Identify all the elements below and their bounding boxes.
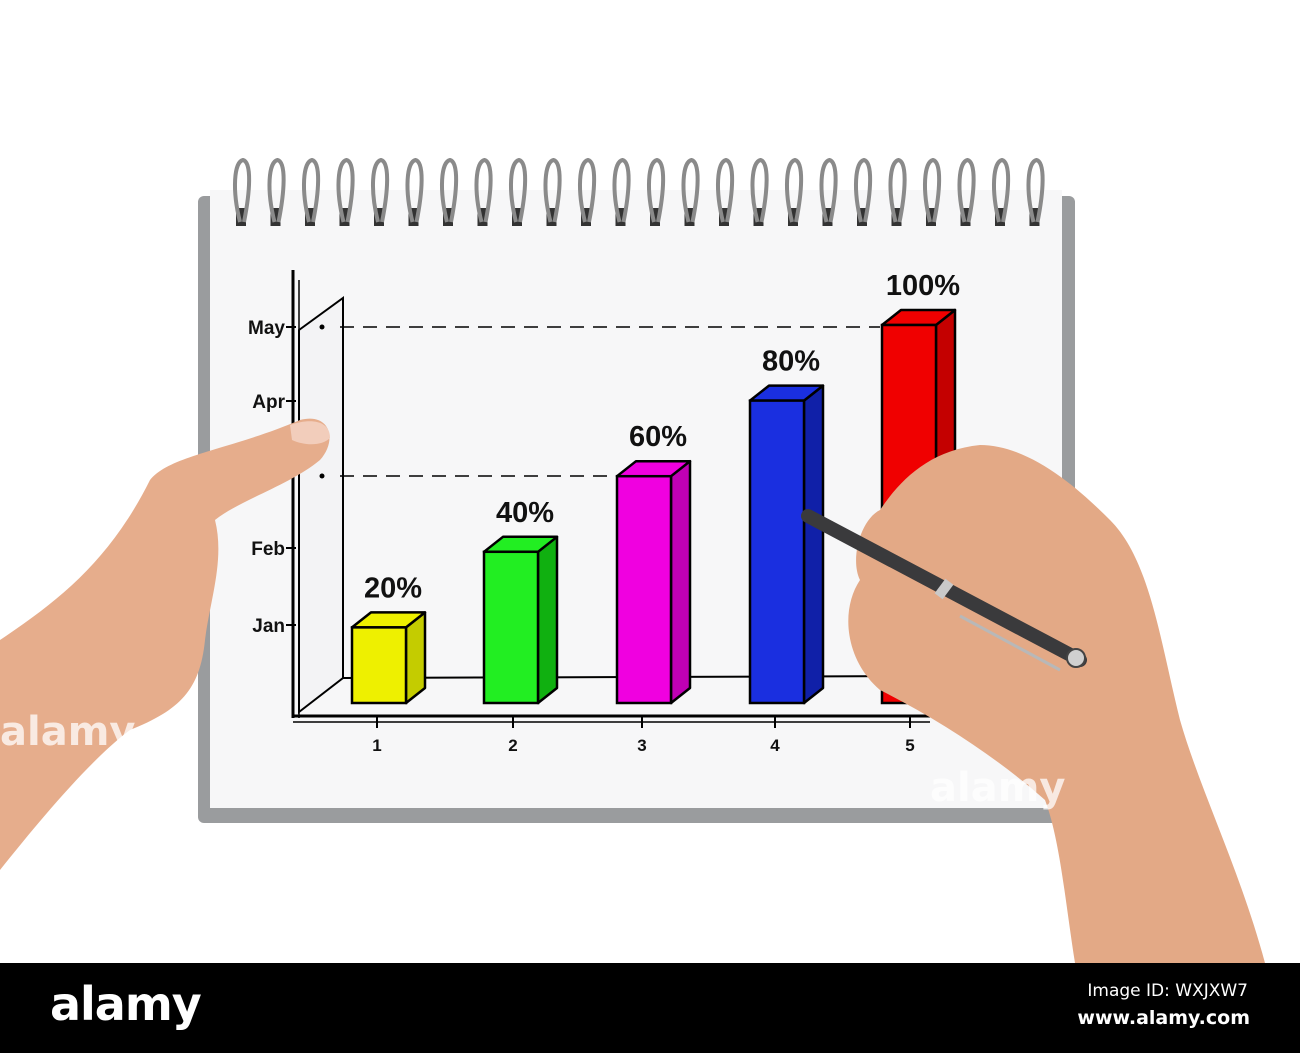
y-tick-label: Apr: [252, 392, 285, 413]
spiral-ring: [888, 157, 907, 223]
ring-hole: [650, 208, 660, 226]
spiral-ring: [232, 157, 252, 223]
ring-hole: [408, 208, 419, 226]
ring-hole: [477, 208, 488, 226]
ring-hole: [270, 208, 281, 226]
spiral-ring: [715, 157, 735, 223]
ring-hole: [719, 208, 729, 226]
spiral-ring: [543, 157, 562, 223]
spiral-ring: [370, 157, 390, 223]
alamy-logo: alamy: [50, 977, 202, 1031]
x-tick-label: 5: [905, 736, 914, 755]
site-url: www.alamy.com: [1077, 1007, 1250, 1029]
spiral-binding: [232, 157, 1045, 226]
bar-value-label: 20%: [364, 572, 422, 604]
ring-hole: [443, 208, 453, 226]
ring-hole: [995, 208, 1005, 226]
spiral-ring: [819, 157, 838, 223]
right-hand: [848, 445, 1265, 963]
bar-4: [748, 384, 825, 705]
spiral-ring: [508, 157, 528, 223]
spiral-ring: [439, 157, 459, 223]
bar-1: [350, 611, 427, 705]
ring-hole: [960, 208, 971, 226]
bar-3: [615, 459, 692, 705]
ring-hole: [891, 208, 902, 226]
watermark-footer: alamy Image ID: WXJXW7 www.alamy.com: [0, 963, 1300, 1053]
spiral-ring: [784, 157, 804, 223]
ring-hole: [615, 208, 626, 226]
y-tick-label: Feb: [251, 539, 285, 560]
back-wall: [298, 296, 344, 715]
spiral-ring: [336, 157, 355, 223]
bar-front: [615, 474, 673, 705]
spiral-ring: [405, 157, 424, 223]
ring-hole: [305, 208, 315, 226]
bar-side: [536, 535, 559, 705]
watermark-logo-right: alamy: [930, 765, 1066, 811]
notepad-photo: Jan Feb Apr May 20% 1 40% 2 60% 3 80% 4 100% 5: [0, 157, 1265, 963]
watermark-logo-left: alamy: [0, 709, 136, 755]
spiral-ring: [750, 157, 769, 223]
spiral-ring: [991, 157, 1011, 223]
guide-dot: [319, 324, 325, 330]
bar-side: [802, 384, 825, 705]
ring-hole: [753, 208, 764, 226]
bar-value-label: 80%: [762, 346, 820, 378]
spiral-ring: [646, 157, 666, 223]
ring-hole: [684, 208, 695, 226]
spiral-ring: [612, 157, 631, 223]
ring-hole: [512, 208, 522, 226]
left-hand: [0, 418, 330, 870]
x-tick-label: 4: [770, 736, 780, 755]
ring-hole: [374, 208, 384, 226]
ring-hole: [339, 208, 350, 226]
y-tick-label: May: [248, 318, 285, 339]
x-tick-label: 1: [372, 736, 381, 755]
bar-value-label: 100%: [886, 270, 960, 302]
bar-value-label: 40%: [496, 497, 554, 529]
ring-hole: [1029, 208, 1040, 226]
y-tick-label: Jan: [252, 616, 285, 637]
spiral-ring: [474, 157, 493, 223]
ring-hole: [236, 208, 246, 226]
ring-hole: [926, 208, 936, 226]
ring-hole: [857, 208, 867, 226]
spiral-ring: [922, 157, 942, 223]
spiral-ring: [301, 157, 321, 223]
bar-front: [748, 399, 806, 705]
image-id: Image ID: WXJXW7: [1087, 981, 1248, 1001]
pen: [801, 509, 1087, 672]
spiral-ring: [267, 157, 286, 223]
x-tick-label: 3: [637, 736, 646, 755]
bar-2: [482, 535, 559, 705]
spiral-ring: [853, 157, 873, 223]
ring-hole: [581, 208, 591, 226]
bar-side: [669, 459, 692, 705]
guide-dot: [319, 473, 325, 479]
spiral-ring: [1026, 157, 1045, 223]
ring-hole: [546, 208, 557, 226]
spiral-ring: [577, 157, 597, 223]
ring-hole: [822, 208, 833, 226]
spiral-ring: [957, 157, 976, 223]
spiral-ring: [681, 157, 700, 223]
x-tick-label: 2: [508, 736, 517, 755]
ring-hole: [788, 208, 798, 226]
bar-front: [350, 626, 408, 705]
bar-value-label: 60%: [629, 421, 687, 453]
bar-front: [482, 550, 540, 705]
